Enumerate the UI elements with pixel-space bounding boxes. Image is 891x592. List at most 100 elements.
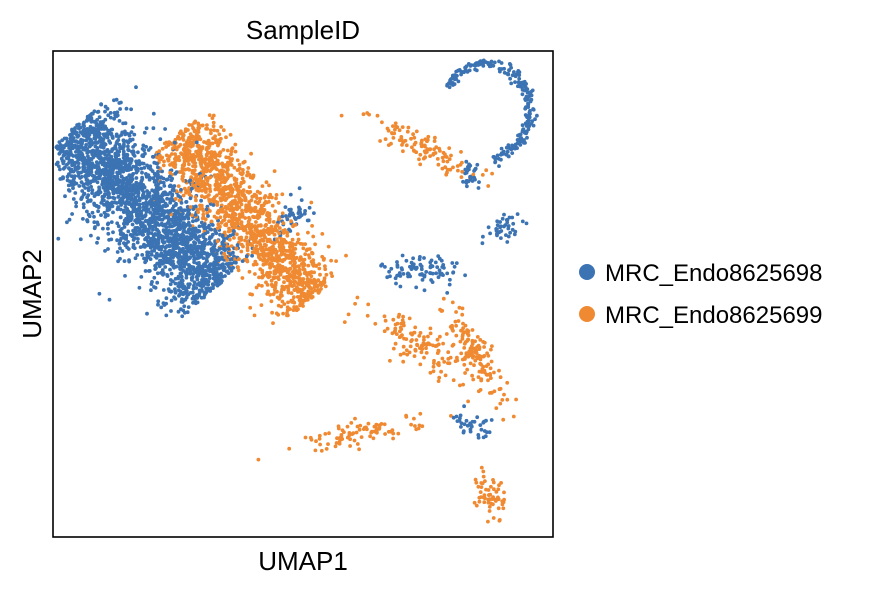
point-MRC_Endo8625698 xyxy=(165,177,170,182)
point-MRC_Endo8625698 xyxy=(524,94,529,99)
point-MRC_Endo8625699 xyxy=(451,378,456,383)
point-MRC_Endo8625698 xyxy=(147,202,152,206)
point-MRC_Endo8625699 xyxy=(451,328,455,333)
point-MRC_Endo8625699 xyxy=(310,250,314,255)
point-MRC_Endo8625699 xyxy=(483,496,487,501)
point-MRC_Endo8625699 xyxy=(441,159,446,164)
point-MRC_Endo8625699 xyxy=(282,302,287,306)
point-MRC_Endo8625698 xyxy=(135,232,139,237)
point-MRC_Endo8625699 xyxy=(253,272,257,276)
point-MRC_Endo8625698 xyxy=(71,186,75,191)
point-MRC_Endo8625699 xyxy=(193,164,198,169)
point-MRC_Endo8625699 xyxy=(400,125,405,129)
point-MRC_Endo8625699 xyxy=(291,308,296,312)
point-MRC_Endo8625698 xyxy=(476,186,481,190)
point-MRC_Endo8625698 xyxy=(176,194,181,198)
point-MRC_Endo8625699 xyxy=(200,207,205,212)
point-MRC_Endo8625699 xyxy=(292,295,296,299)
point-MRC_Endo8625698 xyxy=(143,237,147,242)
point-MRC_Endo8625698 xyxy=(170,193,175,198)
point-MRC_Endo8625699 xyxy=(287,272,292,276)
point-MRC_Endo8625699 xyxy=(224,187,228,192)
point-MRC_Endo8625699 xyxy=(420,347,425,351)
point-MRC_Endo8625699 xyxy=(239,220,244,225)
point-MRC_Endo8625698 xyxy=(161,288,166,292)
point-MRC_Endo8625699 xyxy=(280,258,285,263)
point-MRC_Endo8625699 xyxy=(303,242,308,247)
point-MRC_Endo8625698 xyxy=(65,162,69,167)
point-MRC_Endo8625698 xyxy=(110,204,115,209)
point-MRC_Endo8625698 xyxy=(199,295,204,300)
point-MRC_Endo8625698 xyxy=(148,224,153,229)
point-MRC_Endo8625699 xyxy=(272,232,277,237)
point-MRC_Endo8625699 xyxy=(238,199,243,204)
point-MRC_Endo8625699 xyxy=(470,328,475,332)
point-MRC_Endo8625699 xyxy=(270,310,274,315)
point-MRC_Endo8625698 xyxy=(186,220,191,225)
point-MRC_Endo8625699 xyxy=(222,180,227,185)
point-MRC_Endo8625698 xyxy=(120,201,125,206)
point-MRC_Endo8625698 xyxy=(520,92,525,97)
point-MRC_Endo8625699 xyxy=(388,429,393,434)
point-MRC_Endo8625699 xyxy=(391,317,396,322)
point-MRC_Endo8625699 xyxy=(186,159,190,163)
point-MRC_Endo8625698 xyxy=(129,212,134,216)
point-MRC_Endo8625699 xyxy=(419,343,424,348)
point-MRC_Endo8625698 xyxy=(169,309,173,313)
point-MRC_Endo8625699 xyxy=(466,337,470,342)
point-MRC_Endo8625699 xyxy=(198,177,202,182)
point-MRC_Endo8625698 xyxy=(400,253,405,258)
point-MRC_Endo8625698 xyxy=(117,162,122,167)
point-MRC_Endo8625698 xyxy=(74,146,79,151)
point-MRC_Endo8625699 xyxy=(256,201,260,206)
point-MRC_Endo8625699 xyxy=(219,136,223,141)
point-MRC_Endo8625698 xyxy=(173,243,177,247)
point-MRC_Endo8625698 xyxy=(526,101,530,106)
point-MRC_Endo8625699 xyxy=(229,219,234,224)
point-MRC_Endo8625698 xyxy=(179,201,184,205)
point-MRC_Endo8625699 xyxy=(201,181,206,186)
point-MRC_Endo8625699 xyxy=(275,254,279,258)
point-MRC_Endo8625698 xyxy=(193,213,198,217)
point-MRC_Endo8625699 xyxy=(436,362,440,366)
point-MRC_Endo8625699 xyxy=(240,211,245,216)
point-MRC_Endo8625698 xyxy=(180,300,185,304)
point-MRC_Endo8625699 xyxy=(308,291,313,296)
point-MRC_Endo8625699 xyxy=(207,113,212,117)
point-MRC_Endo8625698 xyxy=(492,155,496,159)
point-MRC_Endo8625698 xyxy=(161,271,166,276)
point-MRC_Endo8625699 xyxy=(456,168,460,173)
point-MRC_Endo8625699 xyxy=(289,219,293,224)
point-MRC_Endo8625698 xyxy=(184,200,189,204)
point-MRC_Endo8625699 xyxy=(313,242,317,247)
legend-marker-MRC_Endo8625698 xyxy=(579,264,595,280)
point-MRC_Endo8625699 xyxy=(191,126,195,130)
point-MRC_Endo8625698 xyxy=(137,285,142,290)
point-MRC_Endo8625699 xyxy=(463,340,468,344)
point-MRC_Endo8625699 xyxy=(375,113,380,118)
point-MRC_Endo8625698 xyxy=(146,173,151,178)
point-MRC_Endo8625699 xyxy=(470,373,474,378)
point-MRC_Endo8625698 xyxy=(447,282,452,287)
point-MRC_Endo8625698 xyxy=(91,163,95,167)
point-MRC_Endo8625699 xyxy=(252,313,257,318)
point-MRC_Endo8625698 xyxy=(156,238,161,243)
point-MRC_Endo8625698 xyxy=(171,188,176,193)
point-MRC_Endo8625698 xyxy=(161,190,166,195)
point-MRC_Endo8625699 xyxy=(277,258,282,263)
point-MRC_Endo8625699 xyxy=(291,276,295,281)
point-MRC_Endo8625699 xyxy=(442,360,447,364)
point-MRC_Endo8625699 xyxy=(461,321,465,326)
point-MRC_Endo8625698 xyxy=(112,98,116,103)
point-MRC_Endo8625699 xyxy=(224,196,229,201)
point-MRC_Endo8625698 xyxy=(103,142,108,147)
point-MRC_Endo8625699 xyxy=(219,198,224,203)
point-MRC_Endo8625698 xyxy=(217,277,222,281)
point-MRC_Endo8625699 xyxy=(472,500,477,505)
y-axis-label: UMAP2 xyxy=(17,249,47,339)
point-MRC_Endo8625699 xyxy=(443,154,448,159)
point-MRC_Endo8625699 xyxy=(406,125,411,130)
point-MRC_Endo8625698 xyxy=(198,266,203,270)
point-MRC_Endo8625699 xyxy=(201,212,206,217)
point-MRC_Endo8625699 xyxy=(460,160,464,165)
